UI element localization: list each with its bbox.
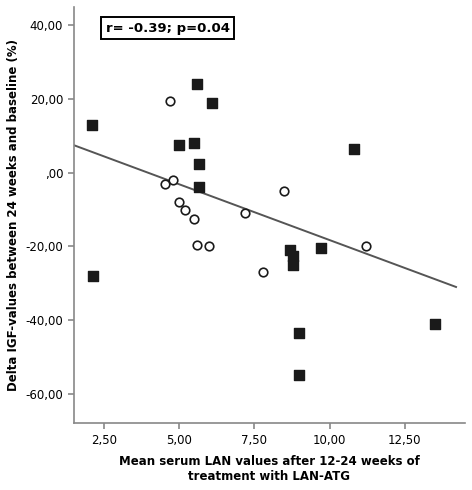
Point: [287, 246, 294, 254]
Point: [190, 139, 198, 147]
Y-axis label: Delta IGF-values between 24 weeks and baseline (%): Delta IGF-values between 24 weeks and ba…: [7, 39, 20, 391]
X-axis label: Mean serum LAN values after 12-24 weeks of
treatment with LAN-ATG: Mean serum LAN values after 12-24 weeks …: [119, 455, 420, 483]
Point: [350, 145, 357, 153]
Point: [166, 97, 174, 105]
Point: [295, 329, 303, 337]
Point: [281, 187, 288, 195]
Point: [242, 209, 249, 217]
Point: [88, 121, 95, 129]
Point: [290, 252, 297, 260]
Point: [260, 269, 267, 276]
Point: [317, 245, 324, 252]
Point: [431, 320, 439, 328]
Point: [190, 215, 198, 223]
Point: [208, 99, 216, 107]
Point: [194, 241, 201, 248]
Point: [295, 371, 303, 379]
Point: [194, 80, 201, 88]
Point: [90, 272, 97, 280]
Point: [169, 176, 177, 184]
Point: [175, 141, 183, 149]
Point: [195, 160, 202, 168]
Point: [175, 198, 183, 206]
Point: [195, 184, 202, 192]
Point: [162, 180, 169, 188]
Text: r= -0.39; p=0.04: r= -0.39; p=0.04: [106, 22, 229, 34]
Point: [181, 206, 189, 214]
Point: [205, 243, 213, 250]
Point: [290, 261, 297, 269]
Point: [362, 243, 370, 250]
